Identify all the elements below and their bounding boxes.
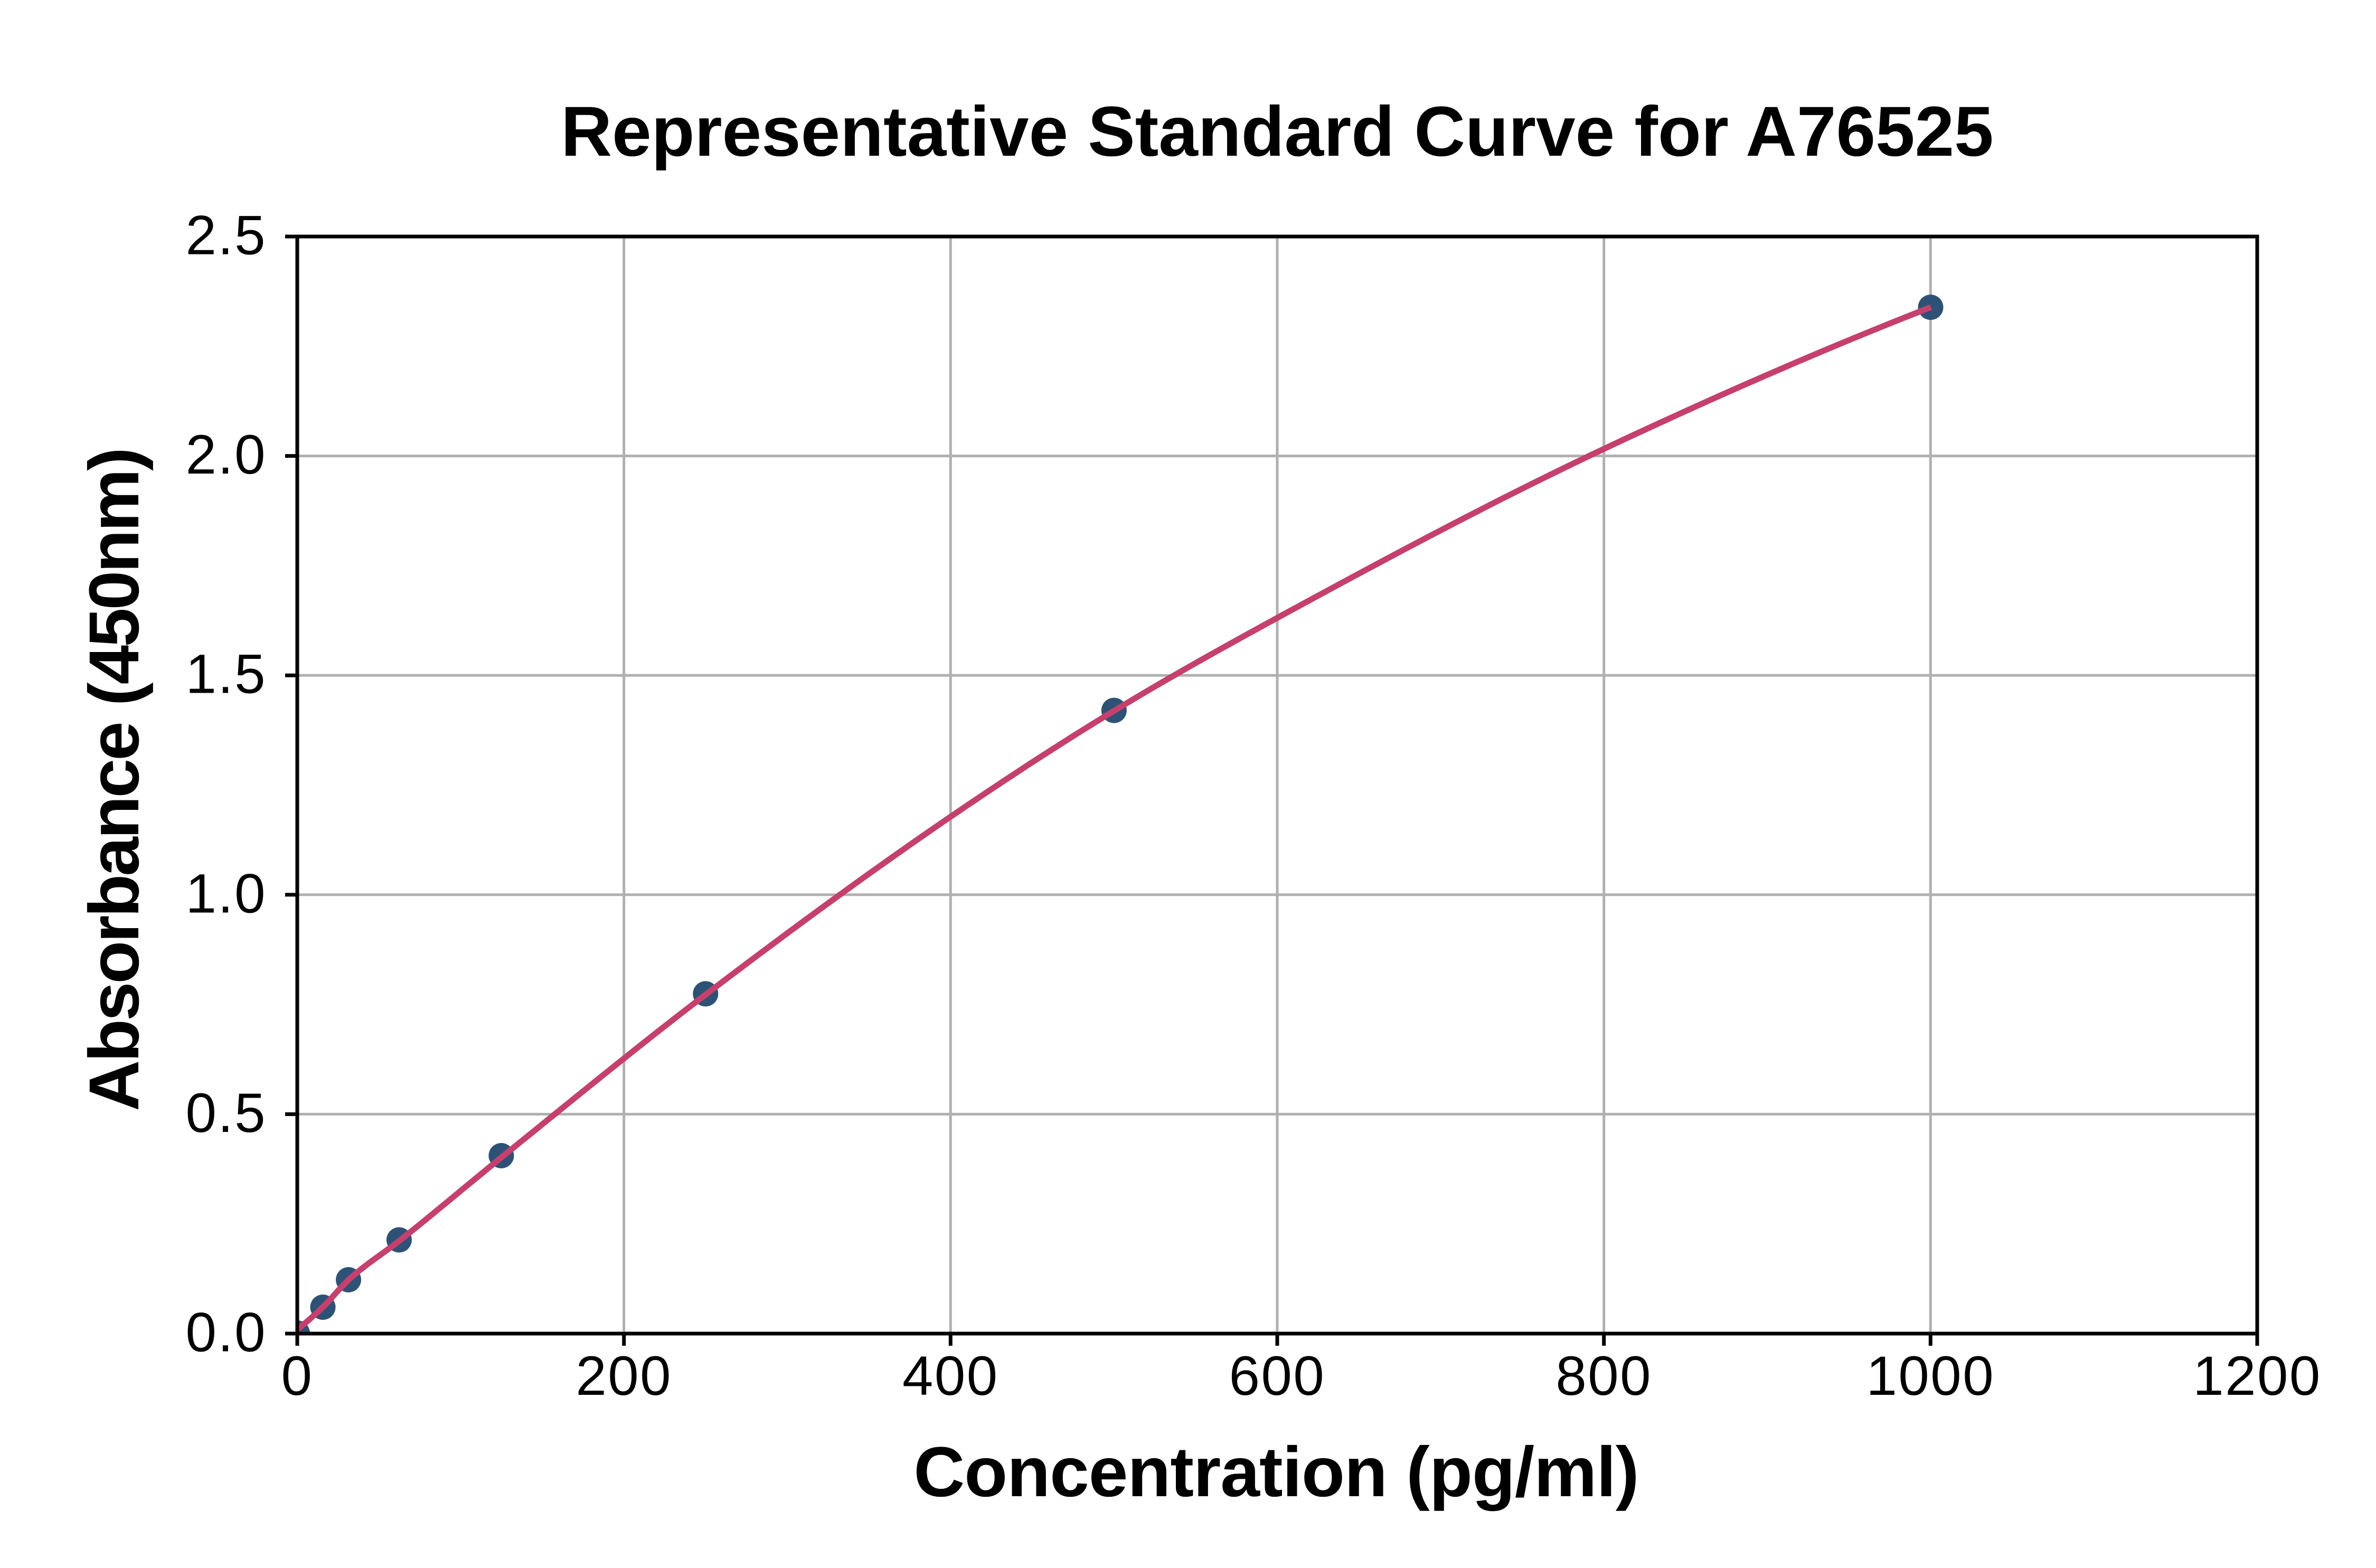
svg-text:800: 800 bbox=[1555, 1345, 1652, 1407]
svg-text:0: 0 bbox=[281, 1345, 314, 1407]
svg-text:1200: 1200 bbox=[2193, 1345, 2322, 1407]
svg-text:1000: 1000 bbox=[1866, 1345, 1995, 1407]
svg-text:Concentration (pg/ml): Concentration (pg/ml) bbox=[913, 1433, 1638, 1512]
svg-text:0.5: 0.5 bbox=[186, 1082, 267, 1144]
svg-text:0.0: 0.0 bbox=[186, 1302, 267, 1364]
svg-text:1.0: 1.0 bbox=[186, 863, 267, 924]
svg-text:400: 400 bbox=[902, 1345, 999, 1407]
svg-text:Representative Standard Curve: Representative Standard Curve for A76525 bbox=[561, 92, 1993, 171]
svg-text:Absorbance (450nm): Absorbance (450nm) bbox=[75, 449, 154, 1111]
svg-text:2.5: 2.5 bbox=[186, 205, 267, 267]
svg-text:200: 200 bbox=[576, 1345, 672, 1407]
svg-text:600: 600 bbox=[1229, 1345, 1326, 1407]
svg-text:2.0: 2.0 bbox=[186, 424, 267, 486]
svg-text:1.5: 1.5 bbox=[186, 644, 267, 705]
